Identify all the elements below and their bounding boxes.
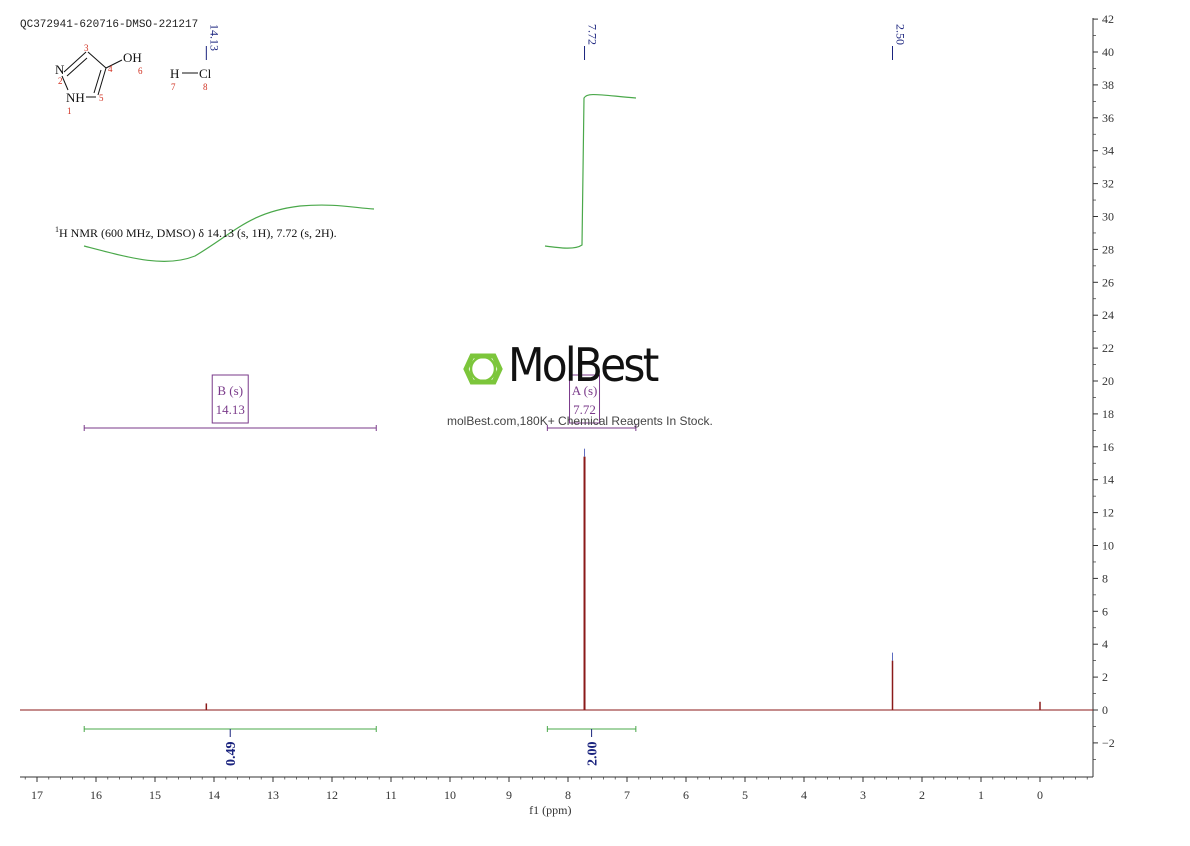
x-tick-label: 9 [506, 788, 512, 802]
integral-value: 2.00 [586, 742, 601, 767]
nucleus-superscript: 1 [55, 225, 59, 234]
x-tick-label: 16 [90, 788, 102, 802]
peak-label: 2.50 [894, 24, 908, 45]
y-tick-label: 26 [1102, 275, 1114, 289]
integral-value: 0.49 [224, 742, 239, 767]
x-tick-label: 3 [860, 788, 866, 802]
integral-curves [83, 93, 637, 262]
y-tick-label: 6 [1102, 604, 1108, 618]
x-tick-label: 5 [742, 788, 748, 802]
atom-n2: N [55, 62, 65, 77]
x-tick-label: 8 [565, 788, 571, 802]
multiplet-annotations: B (s) 14.13 A (s) 7.72 [83, 374, 637, 431]
y-tick-label: 42 [1102, 12, 1114, 26]
x-tick-label: 7 [624, 788, 630, 802]
integral-curve [544, 93, 637, 249]
y-tick-label: 24 [1102, 308, 1114, 322]
x-tick-label: 10 [444, 788, 456, 802]
peak-labels: 14.13 7.72 2.50 [205, 24, 908, 60]
multiplet-box [569, 374, 601, 424]
y-tick-label: 40 [1102, 45, 1114, 59]
y-tick-label: 20 [1102, 374, 1114, 388]
atom-nh1: NH [66, 90, 85, 105]
multiplet-shift: 14.13 [216, 402, 245, 417]
x-tick-label: 15 [149, 788, 161, 802]
multiplet-box [211, 374, 249, 424]
molecule-structure: N NH OH H Cl 2 1 6 7 8 3 4 5 [55, 43, 212, 116]
spectrum [20, 448, 1093, 711]
y-tick-label: −2 [1102, 736, 1115, 750]
x-tick-label: 4 [801, 788, 807, 802]
y-tick-label: 28 [1102, 242, 1114, 256]
integration-annotations: 0.49 2.00 [83, 726, 637, 767]
y-tick-label: 30 [1102, 210, 1114, 224]
x-tick-label: 2 [919, 788, 925, 802]
atom-number-5: 5 [99, 93, 104, 103]
x-tick-label: 6 [683, 788, 689, 802]
y-tick-label: 8 [1102, 571, 1108, 585]
y-tick-label: 0 [1102, 703, 1108, 717]
watermark-brand: MolBest [508, 338, 659, 392]
peak-label: 14.13 [207, 24, 221, 51]
atom-number-6: 6 [138, 66, 143, 76]
atom-number-2: 2 [58, 76, 63, 86]
axes: 17 16 15 14 13 12 11 10 9 8 7 6 5 4 3 2 1 0f1 (ppm)−20246… [20, 12, 1115, 817]
y-tick-label: 4 [1102, 637, 1108, 651]
peak-label: 7.72 [586, 24, 600, 45]
atom-number-3: 3 [84, 43, 89, 53]
y-tick-label: 18 [1102, 407, 1114, 421]
molbest-logo-mark [463, 353, 503, 385]
atom-number-7: 7 [171, 82, 176, 92]
y-tick-label: 38 [1102, 78, 1114, 92]
atom-number-1: 1 [67, 106, 72, 116]
atom-cl8: Cl [199, 66, 212, 81]
y-tick-label: 36 [1102, 111, 1114, 125]
y-tick-label: 32 [1102, 177, 1114, 191]
atom-oh6: OH [123, 50, 142, 65]
multiplet-label: A (s) [572, 383, 598, 398]
y-tick-label: 10 [1102, 539, 1114, 553]
atom-number-8: 8 [203, 82, 208, 92]
x-tick-label: 0 [1037, 788, 1043, 802]
x-tick-label: 13 [267, 788, 279, 802]
y-tick-label: 22 [1102, 341, 1114, 355]
atom-number-4: 4 [108, 64, 113, 74]
y-tick-label: 34 [1102, 144, 1114, 158]
y-tick-label: 14 [1102, 473, 1114, 487]
y-tick-label: 16 [1102, 440, 1114, 454]
multiplet-label: B (s) [217, 383, 243, 398]
nmr-summary-text: H NMR (600 MHz, DMSO) δ 14.13 (s, 1H), 7… [59, 226, 337, 240]
y-tick-label: 2 [1102, 670, 1108, 684]
y-tick-label: 12 [1102, 506, 1114, 520]
x-tick-label: 1 [978, 788, 984, 802]
integral-curve [83, 204, 375, 262]
sample-id: QC372941-620716-DMSO-221217 [20, 19, 199, 31]
nmr-summary: 1H NMR (600 MHz, DMSO) δ 14.13 (s, 1H), … [55, 225, 337, 241]
x-tick-label: 17 [31, 788, 43, 802]
multiplet-shift: 7.72 [573, 402, 596, 417]
x-axis-label: f1 (ppm) [529, 803, 571, 817]
watermark-tagline: molBest.com,180K+ Chemical Reagents In S… [447, 414, 713, 428]
x-tick-label: 14 [208, 788, 220, 802]
atom-h7: H [170, 66, 179, 81]
x-tick-label: 12 [326, 788, 338, 802]
x-tick-label: 11 [385, 788, 397, 802]
